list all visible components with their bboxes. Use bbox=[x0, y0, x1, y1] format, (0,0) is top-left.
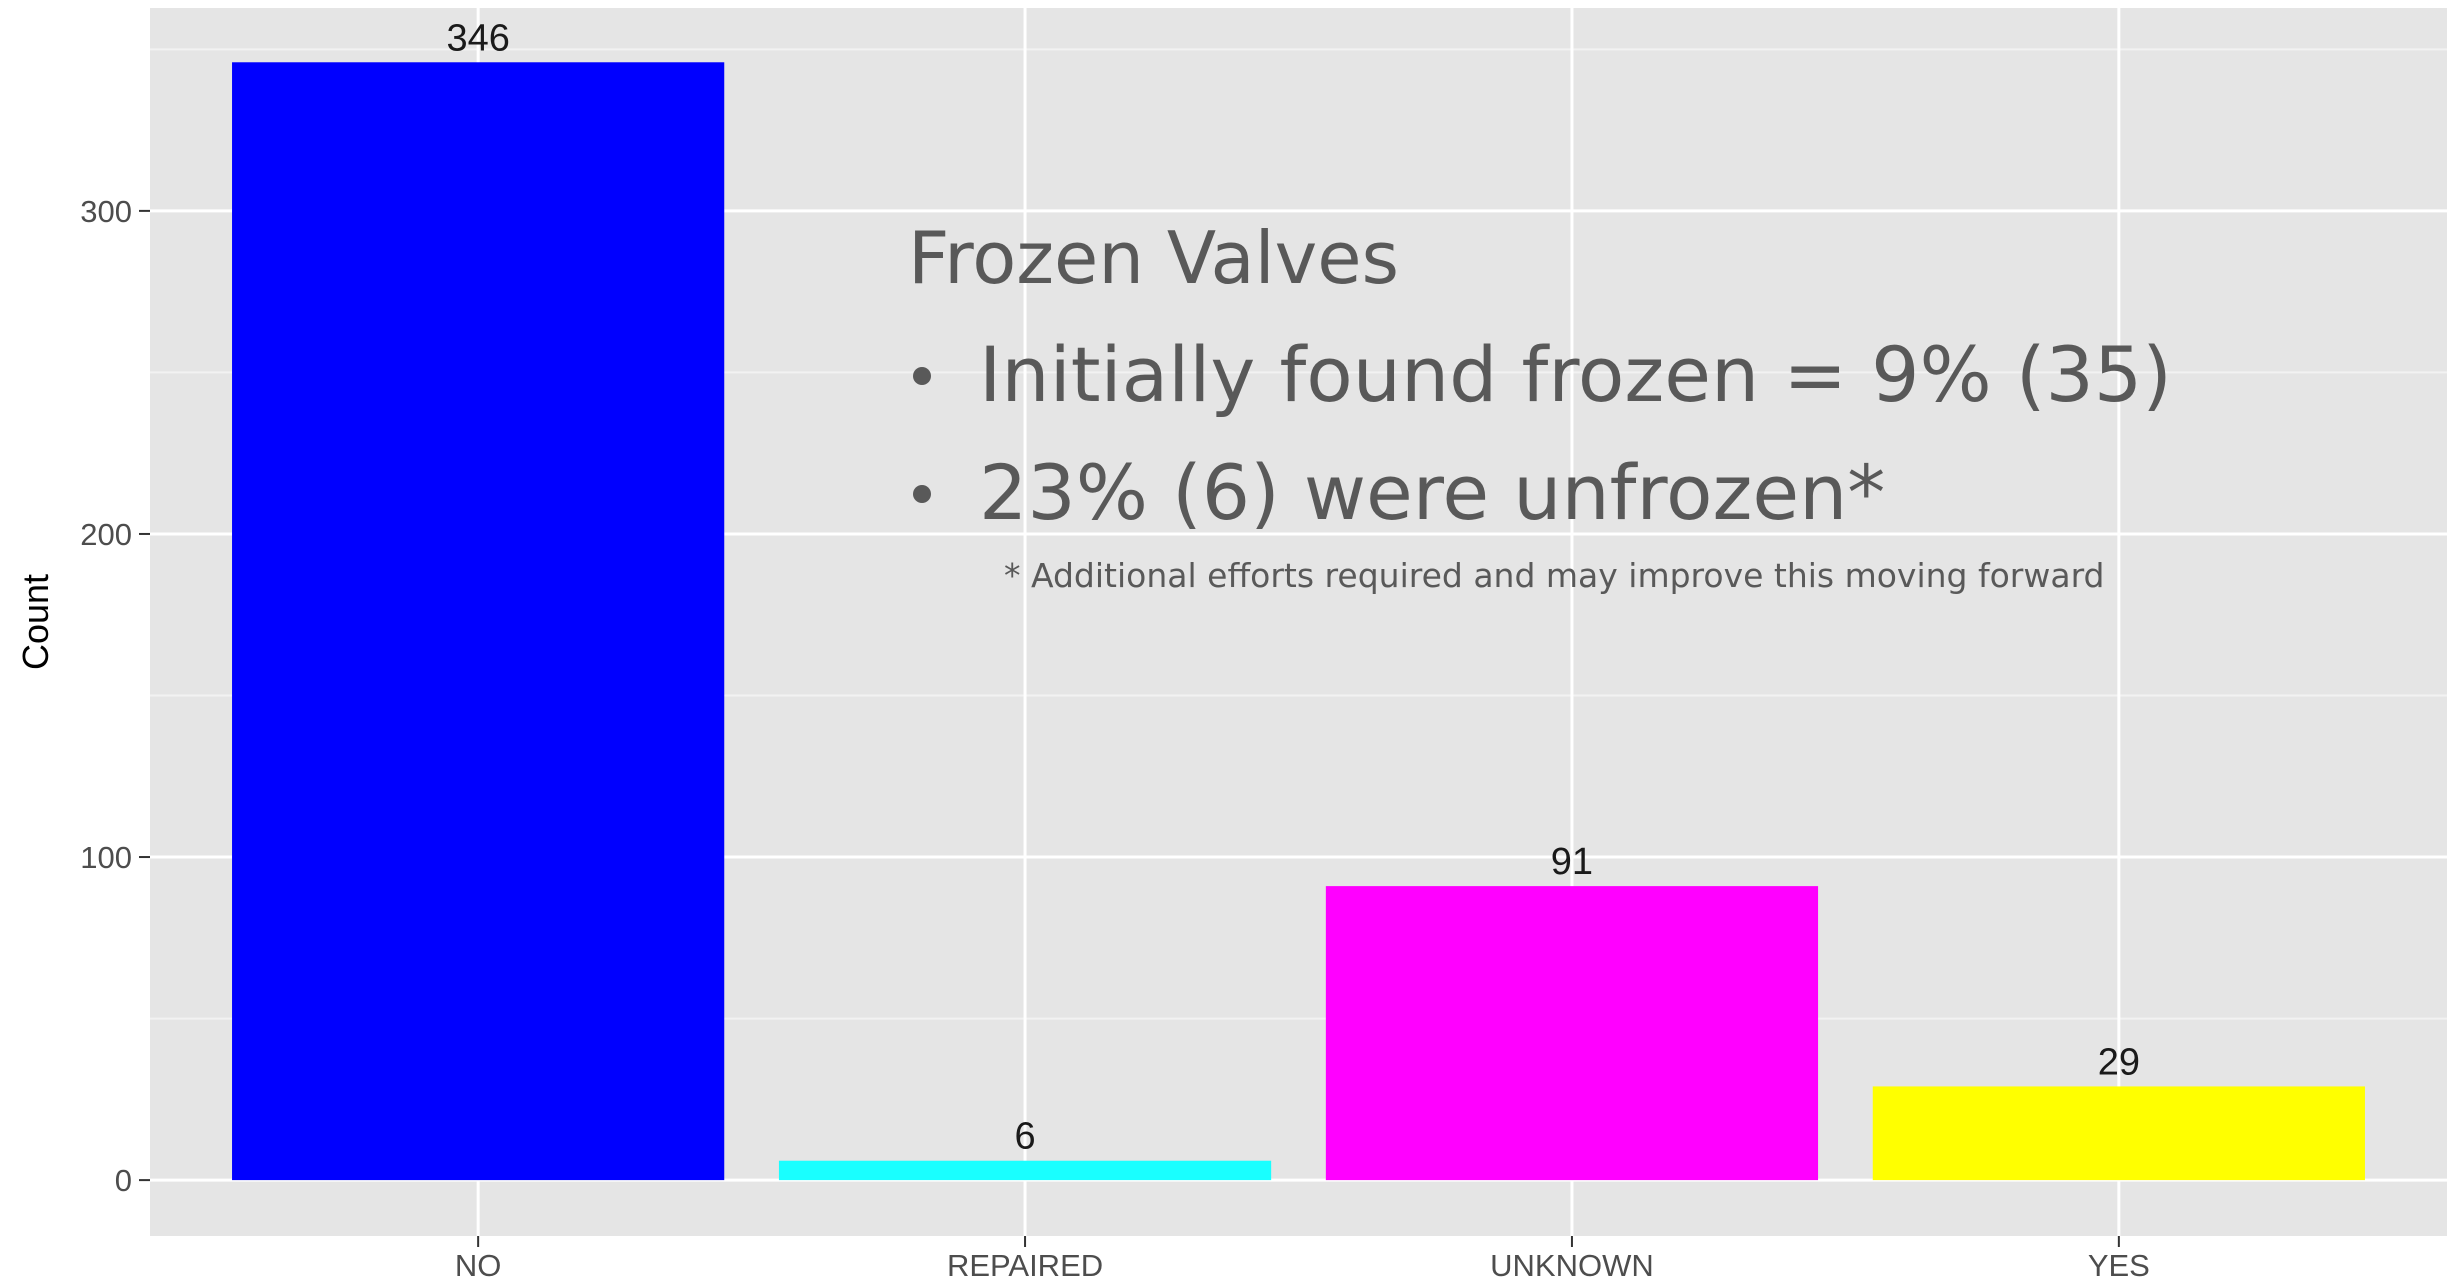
bar bbox=[778, 1160, 1272, 1181]
bullet bbox=[913, 367, 931, 385]
bullet bbox=[913, 485, 931, 503]
y-axis-label: Count bbox=[15, 574, 56, 670]
data-label: 29 bbox=[2098, 1041, 2140, 1083]
y-tick-label: 100 bbox=[80, 840, 132, 875]
x-tick-label: REPAIRED bbox=[947, 1248, 1103, 1278]
bar bbox=[232, 62, 725, 1181]
x-tick-label: NO bbox=[455, 1248, 502, 1278]
bars bbox=[232, 62, 2365, 1181]
x-tick-label: UNKNOWN bbox=[1490, 1248, 1654, 1278]
bar bbox=[1872, 1086, 2365, 1181]
y-tick-label: 0 bbox=[115, 1163, 132, 1198]
bar bbox=[1325, 886, 1819, 1181]
annotation-footnote: * Additional efforts required and may im… bbox=[1004, 556, 2105, 595]
annotation-title: Frozen Valves bbox=[908, 216, 1399, 300]
annotation-bullet: Initially found frozen = 9% (35) bbox=[979, 330, 2172, 419]
y-tick-label: 300 bbox=[80, 194, 132, 229]
data-label: 6 bbox=[1014, 1116, 1035, 1158]
y-tick-label: 200 bbox=[80, 517, 132, 552]
annotation-bullet: 23% (6) were unfrozen* bbox=[979, 448, 1885, 537]
data-label: 91 bbox=[1551, 841, 1593, 883]
data-label: 346 bbox=[446, 17, 509, 59]
x-tick-label: YES bbox=[2088, 1248, 2150, 1278]
